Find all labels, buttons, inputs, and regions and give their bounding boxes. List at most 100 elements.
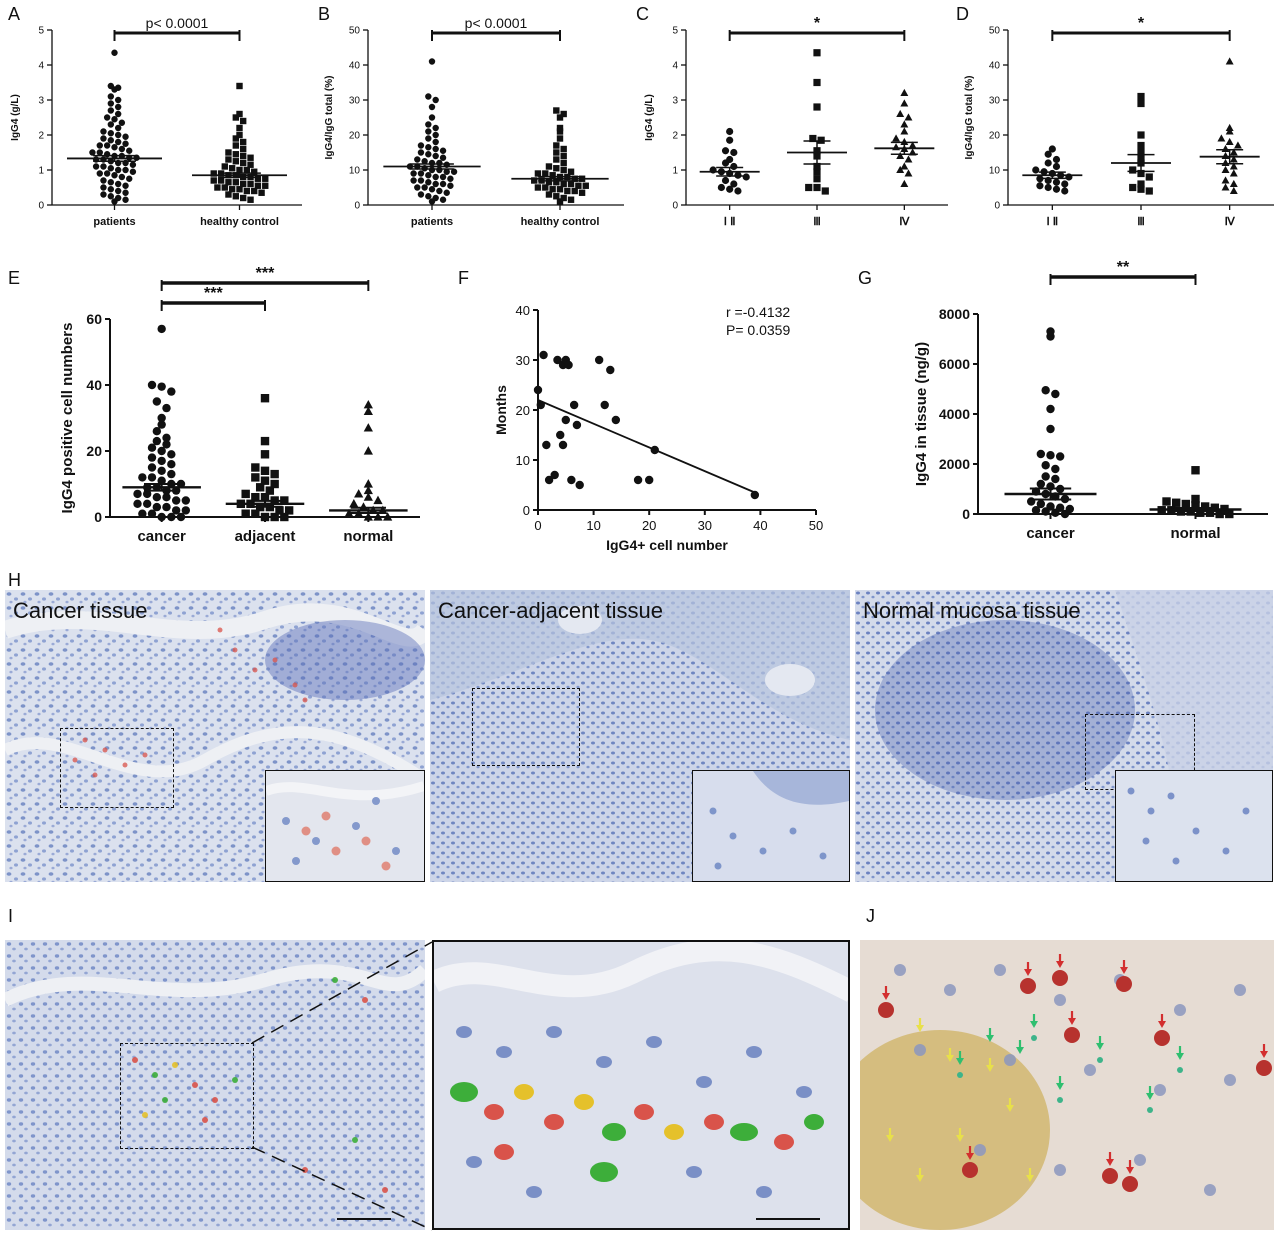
chart-a-point bbox=[239, 180, 247, 188]
chart-e-point bbox=[167, 512, 176, 522]
chart-g-point bbox=[1051, 389, 1060, 399]
chart-a-point bbox=[111, 49, 118, 56]
chart-a-point bbox=[221, 163, 228, 170]
green-arrow-icon bbox=[1030, 1021, 1038, 1028]
chart-e-point bbox=[260, 436, 270, 446]
chart-a-point bbox=[247, 180, 254, 188]
chart-a-point bbox=[232, 193, 240, 200]
chart-a-point bbox=[243, 166, 251, 174]
green-arrow-icon bbox=[1176, 1053, 1184, 1060]
chart-b-point bbox=[553, 165, 560, 172]
chart-a-point bbox=[232, 151, 240, 158]
chart-a-y-tick-label: 4 bbox=[38, 61, 44, 72]
chart-a-point bbox=[228, 186, 236, 193]
chart-e-point bbox=[133, 499, 142, 508]
chart-d-y-tick-label: 40 bbox=[989, 61, 1001, 72]
chart-e-point bbox=[251, 509, 260, 518]
chart-c-point bbox=[900, 127, 909, 135]
chart-c-point bbox=[730, 148, 738, 157]
chart-b-point bbox=[425, 172, 432, 179]
chart-f-y-tick-label: 0 bbox=[523, 503, 530, 518]
chart-d-point bbox=[1229, 148, 1238, 156]
chart-b-point bbox=[578, 189, 586, 196]
chart-g-point bbox=[1036, 499, 1046, 509]
inset-cancer bbox=[265, 770, 425, 882]
chart-a-point bbox=[96, 149, 103, 156]
chart-b-point bbox=[432, 145, 439, 153]
chart-d-point bbox=[1229, 155, 1238, 163]
chart-b-point bbox=[432, 96, 439, 104]
chart-a-point bbox=[96, 170, 103, 177]
chart-a-point bbox=[122, 196, 129, 203]
chart-d-category-label: Ⅰ Ⅱ bbox=[1046, 216, 1058, 228]
chart-e-category-label: adjacent bbox=[235, 528, 296, 545]
chart-b-point bbox=[443, 189, 450, 196]
chart-b-point bbox=[428, 114, 436, 121]
chart-g-point bbox=[1225, 509, 1234, 519]
chart-d-y-tick-label: 50 bbox=[989, 26, 1001, 37]
chart-d-point bbox=[1137, 141, 1145, 150]
chart-d-point bbox=[1052, 185, 1061, 193]
chart-a-point bbox=[236, 131, 243, 139]
chart-e-point bbox=[157, 324, 166, 334]
chart-g-y-tick-label: 8000 bbox=[939, 306, 970, 322]
chart-c-point bbox=[734, 187, 742, 195]
chart-d-point bbox=[1137, 99, 1145, 108]
chart-d-point bbox=[1137, 169, 1145, 178]
chart-d-point bbox=[1036, 182, 1044, 190]
chart-b-point bbox=[553, 149, 560, 156]
chart-a-significance-label: p< 0.0001 bbox=[146, 15, 209, 31]
chart-d-point bbox=[1052, 155, 1061, 164]
chart-a-point bbox=[122, 140, 129, 147]
chart-b-point bbox=[560, 145, 567, 153]
micrograph-cancer-adjacent-tissue: Cancer-adjacent tissue bbox=[430, 590, 850, 882]
chart-a-point bbox=[114, 96, 122, 104]
chart-f-point bbox=[611, 415, 621, 425]
chart-e-point bbox=[363, 512, 373, 521]
chart-d-point bbox=[1221, 183, 1230, 191]
chart-a-point bbox=[228, 165, 236, 172]
chart-b-point bbox=[432, 138, 439, 146]
chart-e-point bbox=[152, 502, 162, 512]
chart-f-regression-line bbox=[537, 399, 756, 494]
panel-letter-c: C bbox=[636, 4, 649, 24]
chart-b-point bbox=[534, 170, 542, 177]
chart-f-x-tick-label: 40 bbox=[753, 518, 767, 533]
chart-f-point bbox=[533, 385, 543, 395]
zoom-region-cancer bbox=[60, 728, 174, 808]
chart-g-point bbox=[1162, 497, 1171, 506]
chart-c-point bbox=[896, 165, 905, 174]
chart-e-y-tick-label: 40 bbox=[86, 377, 102, 393]
chart-e-point bbox=[152, 436, 162, 446]
chart-e-point bbox=[260, 476, 270, 485]
chart-a-point bbox=[111, 172, 118, 179]
chart-e-point bbox=[142, 489, 152, 499]
green-arrow-icon bbox=[1146, 1093, 1154, 1100]
chart-e-point bbox=[270, 479, 279, 489]
chart-e-point bbox=[354, 489, 364, 498]
chart-b-point bbox=[549, 172, 556, 179]
inset-normal bbox=[1115, 770, 1273, 882]
chart-c-point bbox=[821, 187, 829, 195]
chart-b-y-axis-label: IgG4/IgG total (%) bbox=[324, 76, 335, 160]
chart-g-category-label: normal bbox=[1170, 525, 1220, 542]
chart-a-point bbox=[236, 124, 243, 132]
chart-a-point bbox=[118, 173, 126, 181]
chart-c-point bbox=[717, 183, 725, 192]
chart-a-igg4-patients-vs-control: 0 1 2 3 4 5 IgG4 (g/L) patients healthy control p… bbox=[10, 15, 302, 228]
chart-c-point bbox=[900, 137, 909, 146]
chart-a-point bbox=[225, 191, 232, 198]
chart-e-point bbox=[363, 479, 373, 488]
chart-c-y-tick-label: 3 bbox=[672, 96, 678, 107]
chart-e-point bbox=[280, 496, 289, 505]
chart-b-point bbox=[575, 182, 582, 189]
chart-c-category-label: Ⅰ Ⅱ bbox=[724, 216, 736, 228]
chart-a-point bbox=[103, 114, 111, 121]
chart-a-point bbox=[118, 145, 126, 153]
chart-f-x-tick-label: 50 bbox=[809, 518, 823, 533]
chart-e-point bbox=[162, 493, 171, 502]
chart-e-point bbox=[147, 509, 157, 518]
chart-d-y-tick-label: 0 bbox=[994, 201, 1000, 212]
chart-f-x-tick-label: 20 bbox=[642, 518, 656, 533]
red-arrow-icon bbox=[1126, 1167, 1134, 1174]
